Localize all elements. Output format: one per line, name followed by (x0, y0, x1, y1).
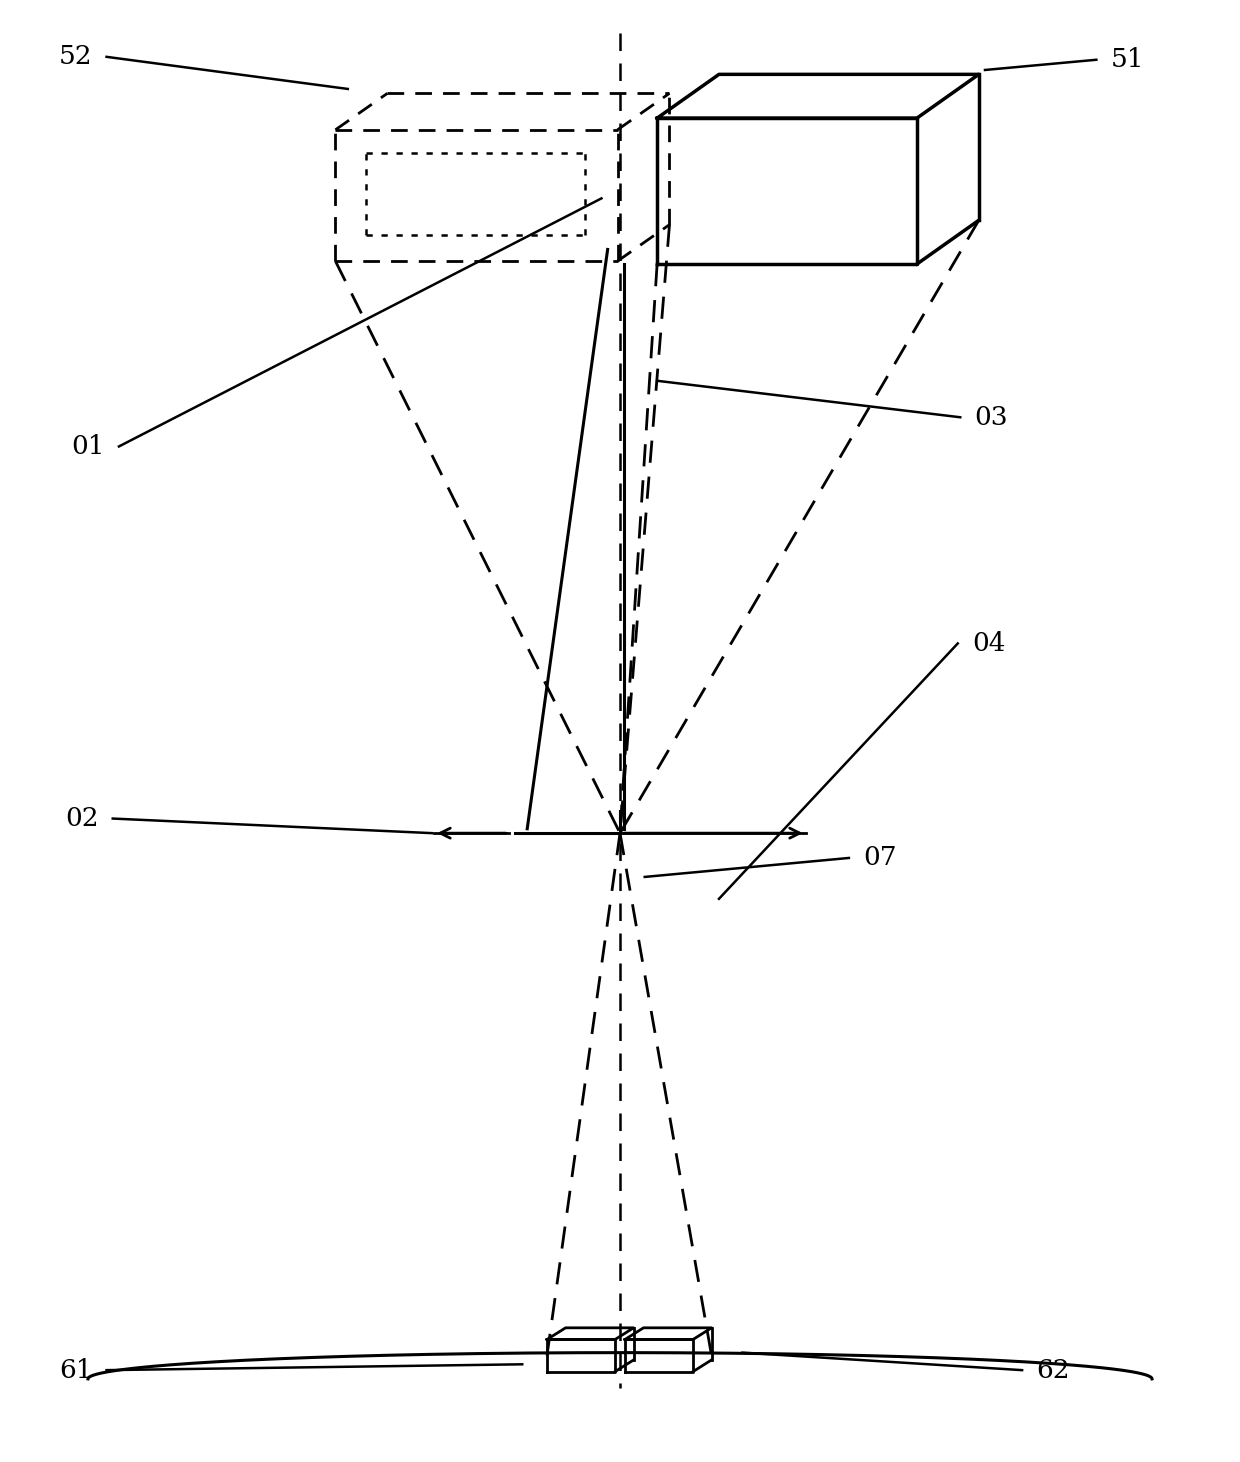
Text: 04: 04 (972, 632, 1006, 656)
Text: 01: 01 (71, 434, 104, 459)
Text: 62: 62 (1037, 1358, 1070, 1383)
Text: 61: 61 (58, 1358, 92, 1383)
Text: 02: 02 (64, 806, 99, 830)
Text: 03: 03 (975, 405, 1008, 430)
Text: 07: 07 (863, 845, 897, 870)
Text: 52: 52 (58, 44, 93, 69)
Text: 51: 51 (1111, 47, 1145, 72)
